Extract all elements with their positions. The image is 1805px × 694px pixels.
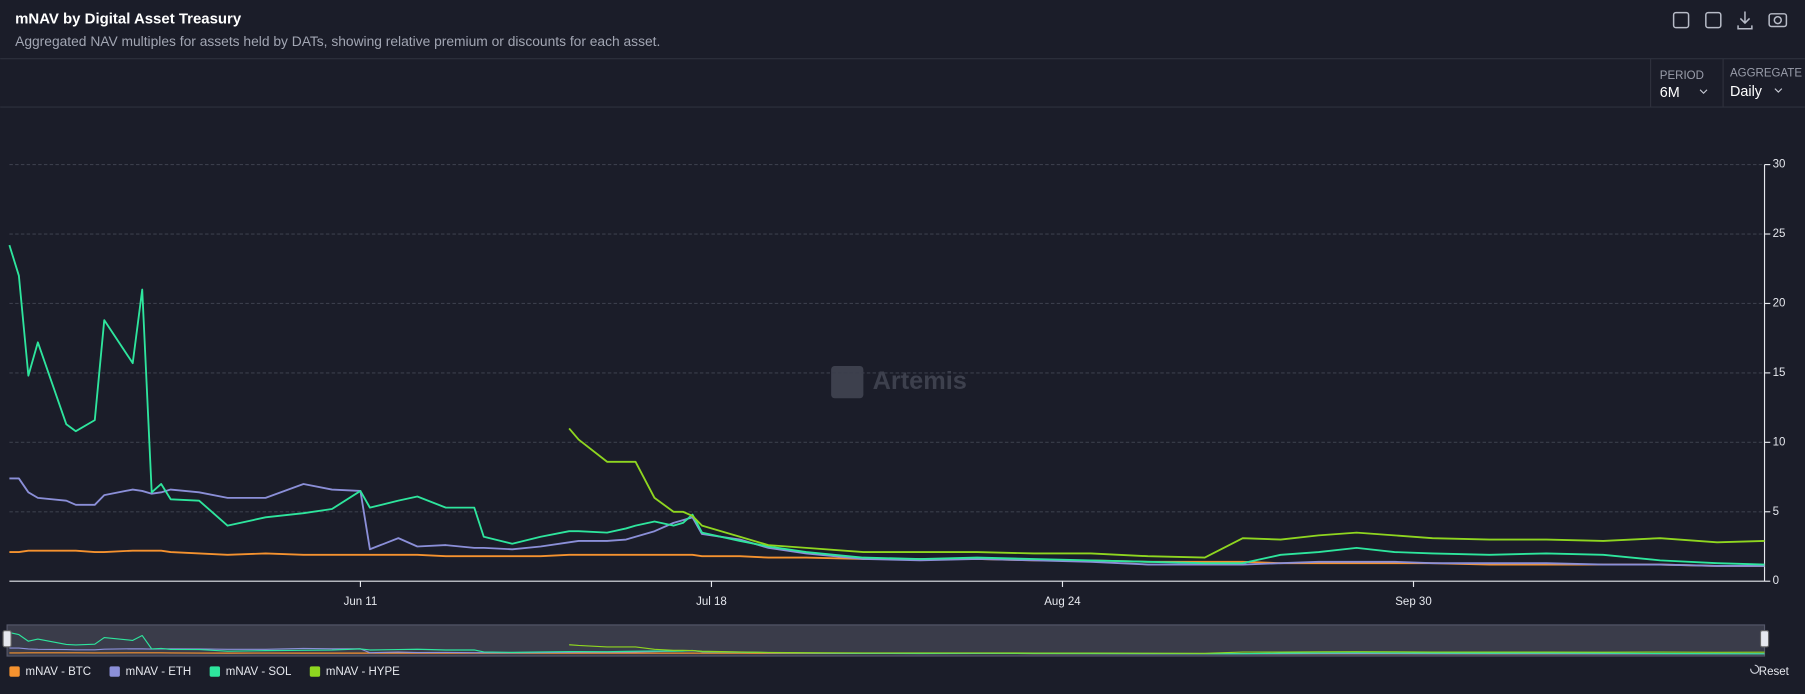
download-icon[interactable] bbox=[1737, 11, 1753, 30]
toolbar bbox=[1672, 11, 1788, 30]
series-line bbox=[568, 427, 1765, 559]
series-line bbox=[8, 244, 1765, 566]
watermark: Artemis bbox=[831, 365, 967, 399]
aggregate-label: AGGREGATE bbox=[1730, 68, 1802, 80]
y-tick-label: 10 bbox=[1773, 436, 1786, 448]
navigator-line bbox=[569, 644, 1765, 654]
camera-lens bbox=[1773, 15, 1782, 25]
camera-icon[interactable] bbox=[1768, 13, 1788, 28]
period-label: PERIOD bbox=[1660, 70, 1704, 82]
legend-label[interactable]: mNAV - BTC bbox=[26, 666, 92, 678]
period-value[interactable]: 6M bbox=[1660, 85, 1680, 101]
watermark-text: Artemis bbox=[873, 367, 967, 395]
sum-icon[interactable] bbox=[1705, 11, 1722, 29]
aggregate-value[interactable]: Daily bbox=[1730, 84, 1763, 100]
legend-label[interactable]: mNAV - ETH bbox=[126, 666, 192, 678]
y-tick-label: 15 bbox=[1773, 367, 1786, 379]
chevron bbox=[1699, 89, 1708, 95]
legend-swatch[interactable] bbox=[109, 666, 120, 677]
x-tick-label: Sep 30 bbox=[1395, 596, 1431, 608]
legend-swatch[interactable] bbox=[9, 666, 20, 677]
legend-swatch[interactable] bbox=[309, 666, 321, 677]
x-tick-label: Aug 24 bbox=[1044, 596, 1081, 608]
period-control[interactable]: PERIOD 6M bbox=[1660, 70, 1708, 101]
reset-icon bbox=[1750, 664, 1760, 674]
y-tick-label: 25 bbox=[1773, 228, 1786, 240]
navigator[interactable] bbox=[6, 624, 1766, 657]
y-tick-label: 0 bbox=[1773, 575, 1779, 587]
reset-button[interactable]: Reset bbox=[1750, 664, 1790, 678]
navigator-line bbox=[9, 632, 1765, 655]
reset-text[interactable]: Reset bbox=[1759, 666, 1790, 678]
legend-label[interactable]: mNAV - SOL bbox=[226, 666, 292, 678]
legend-swatch[interactable] bbox=[209, 666, 221, 677]
navigator-handle[interactable] bbox=[2, 630, 12, 648]
y-tick-label: 30 bbox=[1773, 159, 1786, 171]
x-tick-label: Jun 11 bbox=[344, 596, 378, 608]
legend-label[interactable]: mNAV - HYPE bbox=[326, 666, 400, 678]
watermark-logo bbox=[831, 365, 864, 399]
chart-title: mNAV by Digital Asset Treasury bbox=[15, 11, 242, 28]
y-tick-label: 5 bbox=[1773, 506, 1779, 518]
chart-subtitle: Aggregated NAV multiples for assets held… bbox=[15, 33, 660, 49]
x-tick-label: Jul 18 bbox=[696, 596, 727, 608]
chevron bbox=[1774, 88, 1783, 93]
navigator-handle[interactable] bbox=[1759, 630, 1770, 648]
y-tick-label: 20 bbox=[1773, 297, 1786, 309]
series-line bbox=[9, 477, 1765, 567]
aggregate-control[interactable]: AGGREGATE Daily bbox=[1730, 68, 1802, 100]
embed-icon[interactable] bbox=[1672, 11, 1690, 29]
